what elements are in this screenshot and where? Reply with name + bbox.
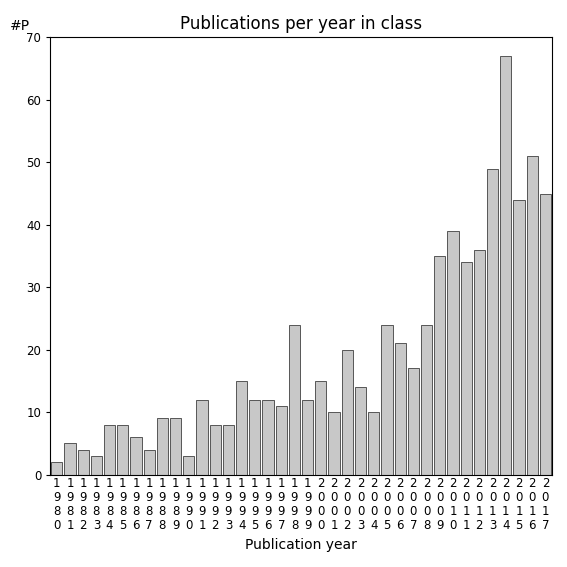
Bar	[289, 325, 300, 475]
Bar	[104, 425, 115, 475]
Bar	[540, 193, 551, 475]
Bar	[183, 456, 194, 475]
Bar	[276, 406, 287, 475]
Bar	[355, 387, 366, 475]
Bar	[78, 450, 89, 475]
Bar	[513, 200, 524, 475]
Bar	[223, 425, 234, 475]
Text: #P: #P	[10, 19, 30, 33]
Bar	[527, 156, 538, 475]
X-axis label: Publication year: Publication year	[245, 538, 357, 552]
Bar	[474, 249, 485, 475]
Bar	[408, 369, 419, 475]
Bar	[421, 325, 432, 475]
Bar	[328, 412, 340, 475]
Bar	[170, 418, 181, 475]
Bar	[395, 344, 406, 475]
Bar	[64, 443, 75, 475]
Bar	[447, 231, 459, 475]
Bar	[434, 256, 445, 475]
Bar	[130, 437, 142, 475]
Bar	[302, 400, 314, 475]
Bar	[236, 381, 247, 475]
Bar	[117, 425, 128, 475]
Bar	[368, 412, 379, 475]
Bar	[460, 263, 472, 475]
Bar	[249, 400, 260, 475]
Bar	[157, 418, 168, 475]
Bar	[210, 425, 221, 475]
Bar	[143, 450, 155, 475]
Title: Publications per year in class: Publications per year in class	[180, 15, 422, 33]
Bar	[381, 325, 392, 475]
Bar	[487, 168, 498, 475]
Bar	[342, 350, 353, 475]
Bar	[196, 400, 208, 475]
Bar	[51, 462, 62, 475]
Bar	[315, 381, 327, 475]
Bar	[91, 456, 102, 475]
Bar	[263, 400, 274, 475]
Bar	[500, 56, 511, 475]
